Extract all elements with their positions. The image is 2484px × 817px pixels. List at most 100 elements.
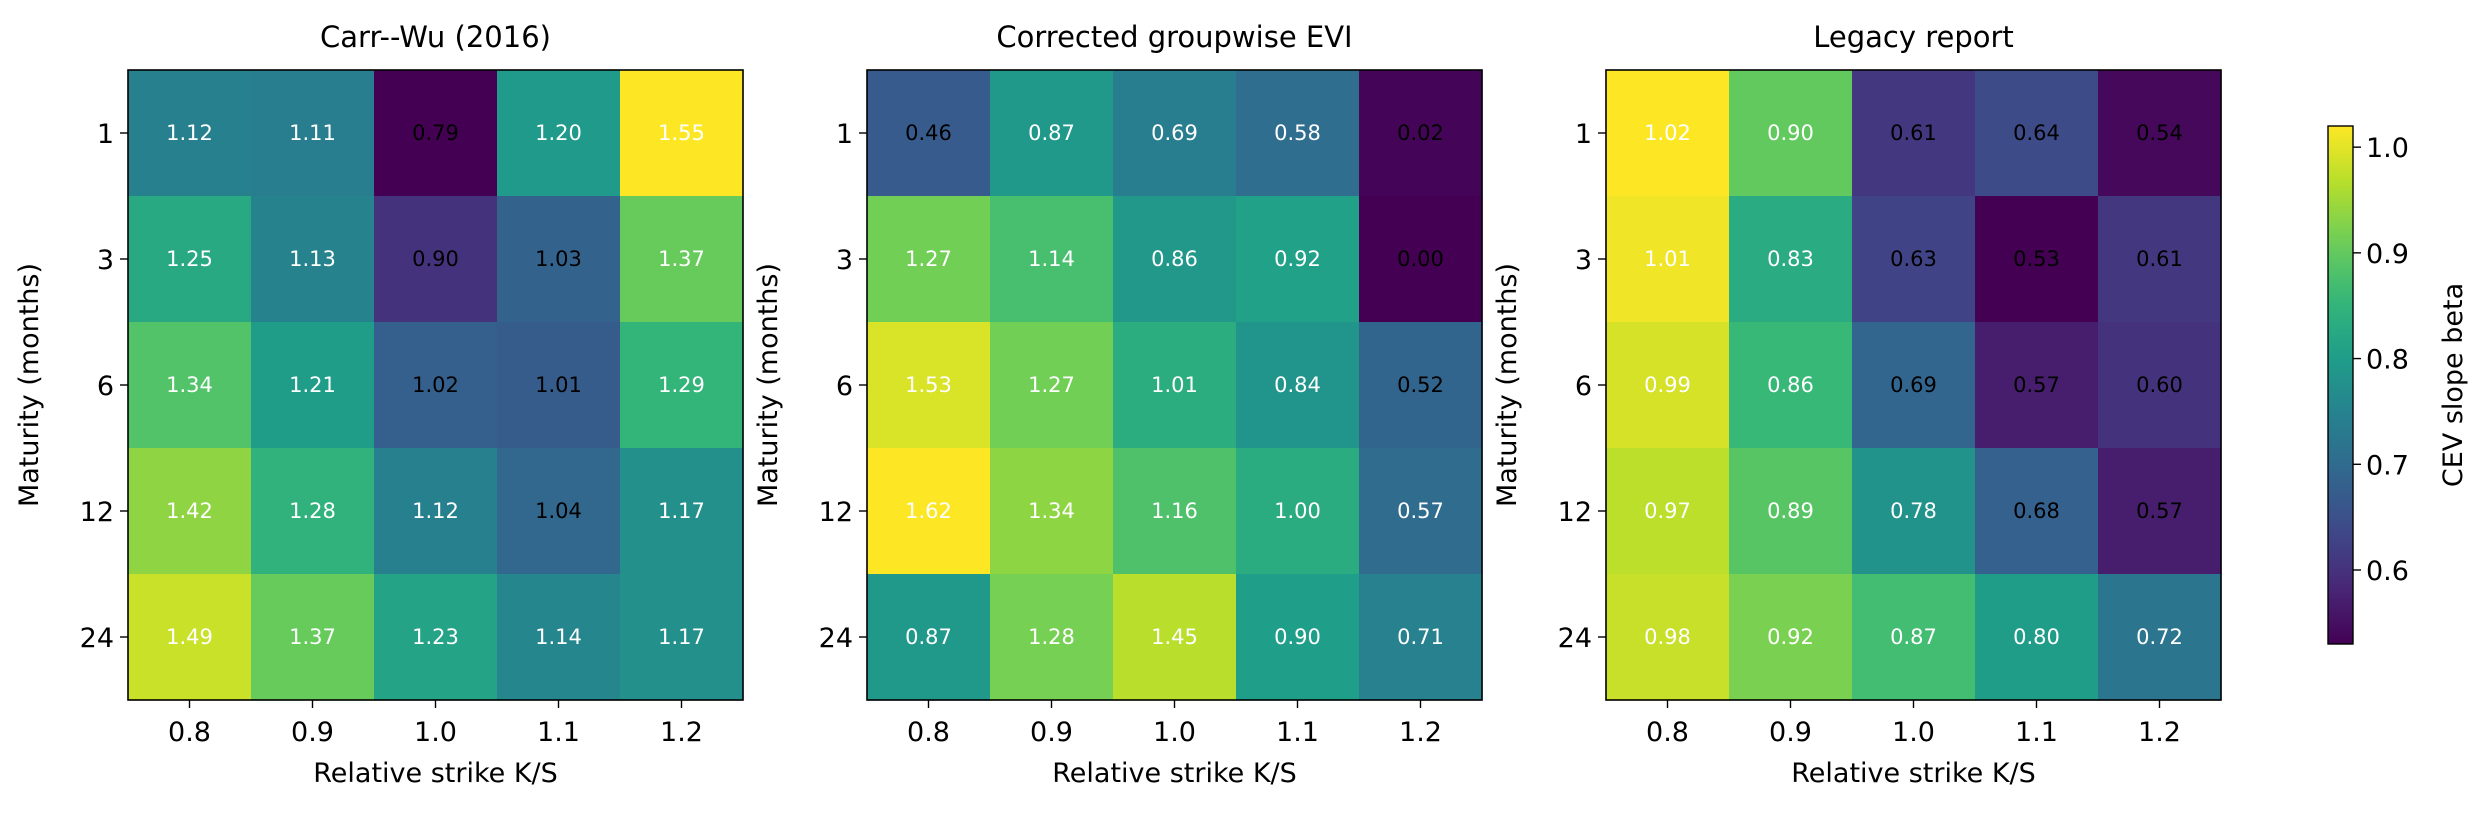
- heatmap-cell: [990, 574, 1114, 701]
- heatmap-cell: [1236, 70, 1360, 197]
- cell-value-label: 0.46: [905, 121, 952, 145]
- heatmap-cell: [2098, 448, 2222, 575]
- heatmap-panel-1: 1.12 1.11 0.79 1.20 1.551.25 1.13 0.90 1.03 1.37…: [14, 20, 744, 789]
- cell-value-label: 1.17: [658, 625, 705, 649]
- cell-value-label: 0.80: [2013, 625, 2060, 649]
- heatmap-cell: [1359, 70, 1483, 197]
- cell-value-label: 1.53: [905, 373, 952, 397]
- y-tick-label: 24: [80, 623, 114, 654]
- heatmap-cell: [1113, 574, 1237, 701]
- cell-value-label: 0.72: [2136, 625, 2183, 649]
- heatmap-cell: [1113, 322, 1237, 449]
- cell-value-label: 1.37: [658, 247, 705, 271]
- cell-value-label: 1.17: [658, 499, 705, 523]
- cell-value-label: 0.61: [1890, 121, 1937, 145]
- cell-value-label: 0.60: [2136, 373, 2183, 397]
- cell-value-label: 1.25: [166, 247, 213, 271]
- x-tick-label: 0.8: [1646, 717, 1689, 748]
- cell-value-label: 0.86: [1151, 247, 1198, 271]
- cell-value-label: 1.21: [289, 373, 336, 397]
- cell-value-label: 1.13: [289, 247, 336, 271]
- cell-value-label: 0.57: [1397, 499, 1444, 523]
- cell-value-label: 1.02: [1644, 121, 1691, 145]
- heatmap-cell: [1729, 196, 1853, 323]
- cell-value-label: 1.34: [1028, 499, 1075, 523]
- cell-value-label: 0.69: [1890, 373, 1937, 397]
- heatmap-cell: [1113, 70, 1237, 197]
- cell-value-label: 0.97: [1644, 499, 1691, 523]
- heatmap-cell: [990, 196, 1114, 323]
- heatmap-cell: [620, 70, 744, 197]
- heatmap-cell: [1975, 196, 2099, 323]
- heatmap-cell: [620, 322, 744, 449]
- cell-value-label: 0.92: [1274, 247, 1321, 271]
- cell-value-label: 1.37: [289, 625, 336, 649]
- heatmap-cell: [374, 448, 498, 575]
- x-tick-label: 1.2: [2138, 717, 2181, 748]
- cell-value-label: 1.34: [166, 373, 213, 397]
- heatmap-cell: [990, 322, 1114, 449]
- y-tick-label: 1: [97, 119, 114, 150]
- heatmap-cell: [1236, 574, 1360, 701]
- heatmap-cell: [497, 574, 621, 701]
- heatmap-cell: [867, 70, 991, 197]
- heatmap-cell: [1359, 448, 1483, 575]
- heatmap-cell: [1606, 322, 1730, 449]
- heatmap-cell: [1852, 448, 1976, 575]
- cell-value-label: 1.45: [1151, 625, 1198, 649]
- y-tick-label: 12: [80, 497, 114, 528]
- cell-value-label: 0.61: [2136, 247, 2183, 271]
- heatmap-cell: [374, 70, 498, 197]
- heatmap-cell: [128, 196, 252, 323]
- heatmap-cell: [1975, 322, 2099, 449]
- heatmap-cell: [990, 70, 1114, 197]
- cell-value-label: 1.11: [289, 121, 336, 145]
- y-axis-label: Maturity (months): [1492, 263, 1523, 507]
- heatmap-cell: [1606, 196, 1730, 323]
- cell-value-label: 0.89: [1767, 499, 1814, 523]
- heatmap-cell: [1236, 448, 1360, 575]
- cell-value-label: 1.14: [535, 625, 582, 649]
- x-tick-label: 1.2: [1399, 717, 1442, 748]
- cell-value-label: 0.92: [1767, 625, 1814, 649]
- heatmap-cell: [128, 70, 252, 197]
- x-tick-label: 0.9: [1030, 717, 1073, 748]
- heatmap-cell: [867, 574, 991, 701]
- cell-value-label: 0.68: [2013, 499, 2060, 523]
- x-tick-label: 1.0: [1153, 717, 1196, 748]
- heatmap-cell: [867, 448, 991, 575]
- heatmap-cell: [128, 574, 252, 701]
- heatmap-cell: [1852, 574, 1976, 701]
- heatmap-cell: [867, 322, 991, 449]
- heatmap-cell: [251, 322, 375, 449]
- heatmap-cell: [374, 196, 498, 323]
- y-tick-label: 1: [836, 119, 853, 150]
- y-tick-label: 24: [819, 623, 853, 654]
- heatmap-cell: [1359, 574, 1483, 701]
- heatmap-cell: [1729, 322, 1853, 449]
- x-tick-label: 0.9: [1769, 717, 1812, 748]
- heatmap-cell: [251, 574, 375, 701]
- cell-value-label: 1.01: [1151, 373, 1198, 397]
- y-axis-label: Maturity (months): [753, 263, 784, 507]
- cell-value-label: 1.28: [1028, 625, 1075, 649]
- heatmap-cell: [497, 196, 621, 323]
- cell-value-label: 0.78: [1890, 499, 1937, 523]
- cell-value-label: 1.00: [1274, 499, 1321, 523]
- heatmap-cell: [2098, 574, 2222, 701]
- cell-value-label: 0.79: [412, 121, 459, 145]
- heatmap-cell: [251, 196, 375, 323]
- cell-value-label: 1.20: [535, 121, 582, 145]
- cell-value-label: 0.71: [1397, 625, 1444, 649]
- x-tick-label: 1.2: [660, 717, 703, 748]
- panel-title: Legacy report: [1813, 20, 2014, 54]
- heatmap-cell: [497, 322, 621, 449]
- cell-value-label: 1.03: [535, 247, 582, 271]
- y-tick-label: 6: [1575, 371, 1592, 402]
- y-tick-label: 1: [1575, 119, 1592, 150]
- heatmap-cell: [1113, 448, 1237, 575]
- heatmap-cell: [1606, 448, 1730, 575]
- heatmap-cell: [251, 448, 375, 575]
- heatmap-cell: [1113, 196, 1237, 323]
- heatmap-cell: [1852, 70, 1976, 197]
